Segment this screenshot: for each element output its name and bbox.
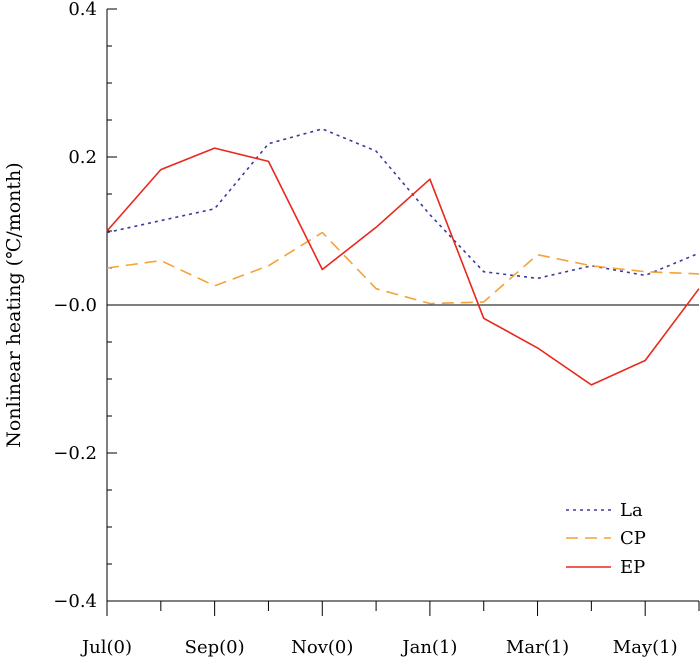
x-tick-label: Sep(0) xyxy=(185,637,245,658)
axes xyxy=(106,9,699,602)
legend-label-ep: EP xyxy=(620,557,645,578)
y-tick-label: −0.2 xyxy=(53,443,97,464)
y-tick-label: −0.0 xyxy=(53,295,97,316)
x-tick-label: May(1) xyxy=(613,637,678,658)
legend-label-cp: CP xyxy=(620,528,646,549)
series-group xyxy=(106,128,700,386)
x-tick-label: Mar(1) xyxy=(506,637,569,658)
x-tick-label: Jul(0) xyxy=(80,637,132,658)
y-tick-label: −0.4 xyxy=(53,591,97,612)
series-line-cp xyxy=(106,231,700,305)
legend: La CP EP xyxy=(566,500,646,578)
legend-label-la: La xyxy=(620,500,643,521)
x-tick-label: Nov(0) xyxy=(291,637,353,658)
y-axis-title: Nonlinear heating (℃/month) xyxy=(3,162,25,447)
ticks: 0.4 0.2 −0.0 −0.2 −0.4 Jul(0) Sep(0) Nov(0) Jan(… xyxy=(53,0,700,658)
y-tick-label: 0.4 xyxy=(68,0,97,20)
y-tick-label: 0.2 xyxy=(68,147,97,168)
x-tick-label: Jan(1) xyxy=(400,637,457,658)
series-line-ep xyxy=(106,147,700,386)
